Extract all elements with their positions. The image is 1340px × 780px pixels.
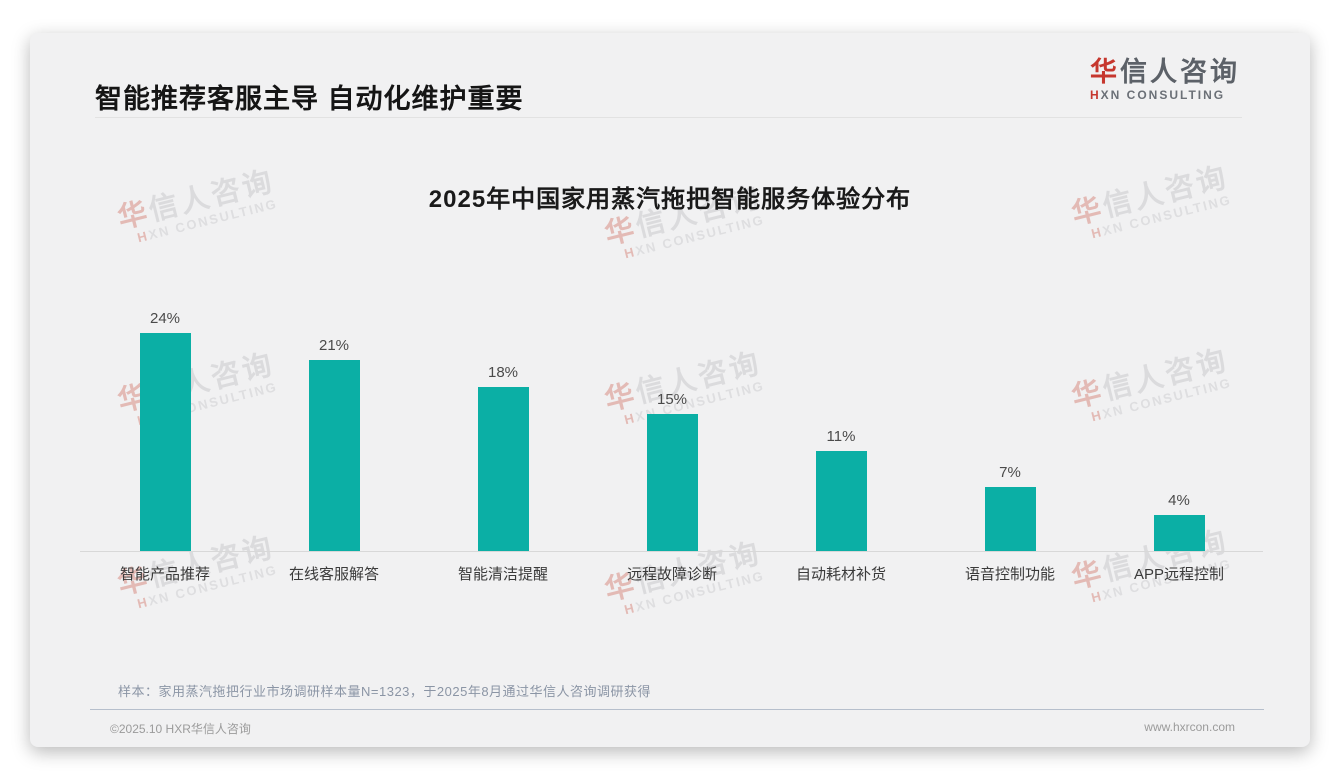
- sample-footnote: 样本：家用蒸汽拖把行业市场调研样本量N=1323，于2025年8月通过华信人咨询…: [118, 684, 652, 699]
- logo-en-text: HXN CONSULTING: [1090, 88, 1240, 102]
- report-card: 智能推荐客服主导 自动化维护重要 华信人咨询 HXN CONSULTING 华信…: [30, 33, 1310, 747]
- bar-value-label: 18%: [487, 364, 519, 381]
- logo-cn-text: 华信人咨询: [1090, 57, 1240, 87]
- page-title: 智能推荐客服主导 自动化维护重要: [95, 84, 524, 114]
- bar-4: [646, 414, 698, 551]
- category-label: 在线客服解答: [288, 566, 379, 583]
- x-axis-line: [80, 551, 1263, 552]
- logo-en-rest: XN CONSULTING: [1100, 88, 1226, 102]
- chart-title: 2025年中国家用蒸汽拖把智能服务体验分布: [428, 186, 912, 213]
- plot-area: 24% 21% 18% 15% 11% 7% 4%: [30, 33, 1310, 551]
- footer-divider: [90, 709, 1264, 710]
- header-divider: [95, 117, 1242, 118]
- bar-value-label: 24%: [149, 310, 181, 327]
- bar-value-label: 15%: [656, 391, 688, 408]
- bar-5: [815, 451, 867, 551]
- company-logo: 华信人咨询 HXN CONSULTING: [1090, 57, 1240, 102]
- category-label: 自动耗材补货: [795, 566, 886, 583]
- bar-value-label: 7%: [999, 464, 1021, 481]
- bar-value-label: 11%: [826, 428, 856, 445]
- bar-3: [477, 387, 529, 551]
- category-label: 智能清洁提醒: [457, 566, 548, 583]
- logo-cn-first: 华: [1090, 57, 1120, 87]
- logo-en-first: H: [1090, 88, 1101, 102]
- logo-cn-rest: 信人咨询: [1120, 57, 1240, 87]
- bar-1: [139, 333, 191, 551]
- bar-7: [1153, 515, 1205, 551]
- copyright-text: ©2025.10 HXR华信人咨询: [110, 722, 251, 736]
- category-label: 语音控制功能: [964, 566, 1055, 583]
- bar-2: [308, 360, 360, 551]
- category-label: 智能产品推荐: [119, 566, 210, 583]
- bar-value-label: 21%: [318, 337, 350, 354]
- category-label: APP远程控制: [1133, 566, 1224, 583]
- website-url: www.hxrcon.com: [1144, 720, 1235, 734]
- category-label: 远程故障诊断: [626, 566, 717, 583]
- bar-value-label: 4%: [1168, 492, 1190, 509]
- bar-6: [984, 487, 1036, 551]
